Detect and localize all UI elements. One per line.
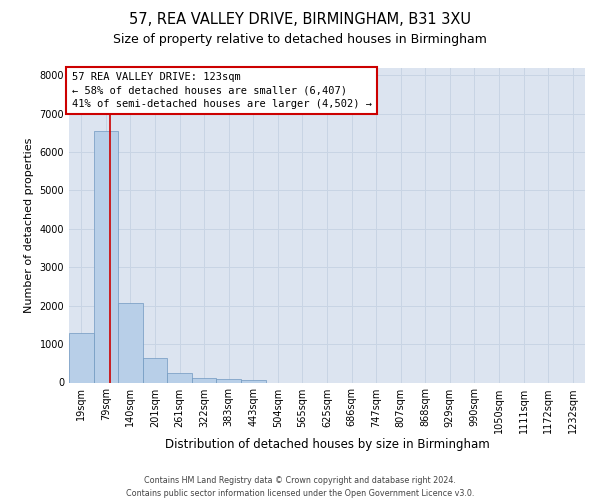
Bar bbox=[69, 332, 94, 382]
Text: Contains HM Land Registry data © Crown copyright and database right 2024.
Contai: Contains HM Land Registry data © Crown c… bbox=[126, 476, 474, 498]
Bar bbox=[241, 380, 266, 382]
Bar bbox=[143, 358, 167, 382]
Bar bbox=[167, 373, 192, 382]
Text: 57, REA VALLEY DRIVE, BIRMINGHAM, B31 3XU: 57, REA VALLEY DRIVE, BIRMINGHAM, B31 3X… bbox=[129, 12, 471, 28]
Text: 57 REA VALLEY DRIVE: 123sqm
← 58% of detached houses are smaller (6,407)
41% of : 57 REA VALLEY DRIVE: 123sqm ← 58% of det… bbox=[71, 72, 371, 108]
Bar bbox=[217, 379, 241, 382]
Y-axis label: Number of detached properties: Number of detached properties bbox=[24, 138, 34, 312]
Text: Size of property relative to detached houses in Birmingham: Size of property relative to detached ho… bbox=[113, 32, 487, 46]
Bar bbox=[94, 131, 118, 382]
Bar bbox=[192, 378, 217, 382]
Bar bbox=[118, 302, 143, 382]
X-axis label: Distribution of detached houses by size in Birmingham: Distribution of detached houses by size … bbox=[164, 438, 490, 452]
